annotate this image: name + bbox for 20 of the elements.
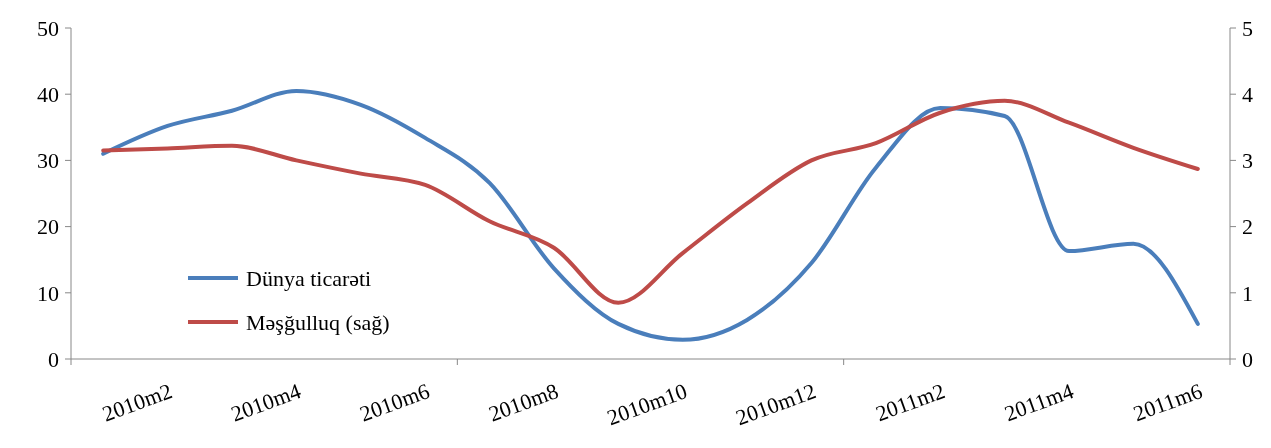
y-tick-label: 50 [37,15,59,41]
y2-tick-label: 2 [1242,214,1253,240]
y-tick-label: 10 [37,280,59,306]
line-series [101,98,1200,305]
y-tick-label: 40 [37,81,59,107]
y-tick-label: 0 [48,346,59,372]
x-tick-label: 2010m2 [98,378,176,427]
y2-tick-label: 1 [1242,280,1253,306]
y2-tick-label: 4 [1242,81,1253,107]
x-tick-label: 2011m4 [1001,378,1077,427]
x-tick-label: 2011m6 [1129,378,1206,427]
line-series [101,88,1200,342]
y-tick-label: 30 [37,148,59,174]
y-tick-label: 20 [37,214,59,240]
y2-tick-label: 5 [1242,15,1253,41]
y2-tick-label: 3 [1242,148,1253,174]
legend-label: Məşğulluq (sağ) [246,309,390,335]
legend-label: Dünya ticarəti [246,265,372,291]
y2-tick-label: 0 [1242,346,1253,372]
x-tick-label: 2011m2 [872,378,948,427]
